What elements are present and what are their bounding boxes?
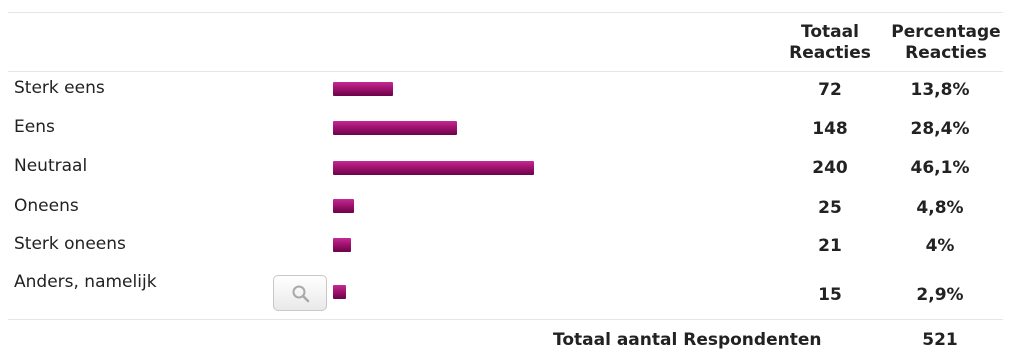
row-percentage: 28,4% [910,119,970,139]
bar-2 [333,161,534,175]
row-percentage: 4% [925,236,955,256]
row-total: 240 [812,158,848,178]
header-total-line2: Reacties [789,43,871,63]
bar-5 [333,285,346,299]
row-total: 148 [812,119,848,139]
top-divider [8,12,1003,13]
footer-divider [8,319,1003,320]
row-label: Sterk eens [14,78,105,98]
header-pct-line1: Percentage [891,22,1001,42]
row-percentage: 4,8% [916,198,964,218]
bar-1 [333,121,457,135]
row-percentage: 46,1% [910,158,970,178]
row-total: 72 [818,80,842,100]
row-total: 15 [818,285,842,305]
header-divider [8,71,1003,72]
magnifier-icon [292,285,310,303]
header-percentage-reacties: Percentage Reacties [876,22,1011,64]
total-respondents-value: 521 [922,330,958,350]
row-label: Eens [14,117,55,137]
row-total: 21 [818,236,842,256]
total-respondents-label: Totaal aantal Respondenten [553,330,822,350]
header-pct-line2: Reacties [905,43,987,63]
row-label: Anders, namelijk [14,272,157,292]
row-label: Oneens [14,196,79,216]
bar-4 [333,238,351,252]
bar-0 [333,82,393,96]
row-total: 25 [818,198,842,218]
header-total-reacties: Totaal Reacties [770,22,890,64]
row-label: Sterk oneens [14,234,126,254]
search-button[interactable] [273,275,327,311]
bar-3 [333,199,354,213]
row-percentage: 13,8% [910,80,970,100]
row-percentage: 2,9% [916,285,964,305]
row-label: Neutraal [14,156,88,176]
header-total-line1: Totaal [801,22,859,42]
